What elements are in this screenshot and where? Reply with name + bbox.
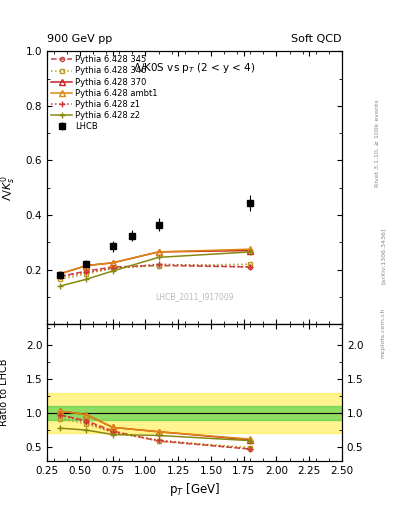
Pythia 6.428 345 xyxy=(110,264,115,270)
Pythia 6.428 346 xyxy=(248,261,253,267)
Pythia 6.428 346 xyxy=(58,276,62,282)
Y-axis label: $\bar{\Lambda}/K^{0}_{s}$: $\bar{\Lambda}/K^{0}_{s}$ xyxy=(0,175,18,201)
Line: Pythia 6.428 346: Pythia 6.428 346 xyxy=(58,262,252,281)
Line: Pythia 6.428 370: Pythia 6.428 370 xyxy=(57,248,253,276)
Text: $\bar{\Lambda}$/K0S vs p$_{T}$ (2 < y < 4): $\bar{\Lambda}$/K0S vs p$_{T}$ (2 < y < … xyxy=(133,59,256,75)
Y-axis label: Ratio to LHCB: Ratio to LHCB xyxy=(0,359,9,426)
Legend: Pythia 6.428 345, Pythia 6.428 346, Pythia 6.428 370, Pythia 6.428 ambt1, Pythia: Pythia 6.428 345, Pythia 6.428 346, Pyth… xyxy=(50,54,160,133)
Line: Pythia 6.428 z1: Pythia 6.428 z1 xyxy=(57,261,254,280)
Pythia 6.428 370 xyxy=(156,249,161,255)
Pythia 6.428 346 xyxy=(84,271,89,277)
Pythia 6.428 345 xyxy=(156,263,161,269)
Pythia 6.428 370 xyxy=(248,247,253,253)
Pythia 6.428 z1 xyxy=(110,265,115,271)
Pythia 6.428 z2 xyxy=(248,249,253,255)
Pythia 6.428 ambt1 xyxy=(156,249,161,255)
Line: Pythia 6.428 ambt1: Pythia 6.428 ambt1 xyxy=(57,246,253,276)
Pythia 6.428 ambt1 xyxy=(58,271,62,277)
Bar xyxy=(47,406,342,420)
Pythia 6.428 345 xyxy=(248,264,253,270)
Bar xyxy=(47,393,342,434)
Pythia 6.428 z2 xyxy=(58,283,62,289)
Pythia 6.428 ambt1 xyxy=(248,246,253,252)
Pythia 6.428 z2 xyxy=(156,254,161,261)
Text: mcplots.cern.ch: mcplots.cern.ch xyxy=(381,308,386,358)
Text: Soft QCD: Soft QCD xyxy=(292,33,342,44)
Pythia 6.428 ambt1 xyxy=(84,263,89,269)
Text: LHCB_2011_I917009: LHCB_2011_I917009 xyxy=(155,292,234,302)
Pythia 6.428 z1 xyxy=(248,264,253,270)
Pythia 6.428 z1 xyxy=(58,273,62,280)
Line: Pythia 6.428 345: Pythia 6.428 345 xyxy=(58,264,252,279)
Text: Rivet 3.1.10, ≥ 100k events: Rivet 3.1.10, ≥ 100k events xyxy=(375,99,380,187)
Pythia 6.428 z2 xyxy=(84,276,89,282)
Pythia 6.428 346 xyxy=(110,265,115,271)
Pythia 6.428 370 xyxy=(110,260,115,266)
Pythia 6.428 z1 xyxy=(156,261,161,267)
Pythia 6.428 370 xyxy=(84,263,89,269)
Line: Pythia 6.428 z2: Pythia 6.428 z2 xyxy=(57,248,254,289)
Text: 900 GeV pp: 900 GeV pp xyxy=(47,33,112,44)
Pythia 6.428 z1 xyxy=(84,269,89,275)
Pythia 6.428 z2 xyxy=(110,268,115,274)
Pythia 6.428 ambt1 xyxy=(110,260,115,266)
Text: [arXiv:1306.3436]: [arXiv:1306.3436] xyxy=(381,228,386,284)
Pythia 6.428 345 xyxy=(84,268,89,274)
Pythia 6.428 370 xyxy=(58,271,62,277)
X-axis label: p$_{T}$ [GeV]: p$_{T}$ [GeV] xyxy=(169,481,220,498)
Pythia 6.428 346 xyxy=(156,263,161,269)
Pythia 6.428 345 xyxy=(58,273,62,280)
